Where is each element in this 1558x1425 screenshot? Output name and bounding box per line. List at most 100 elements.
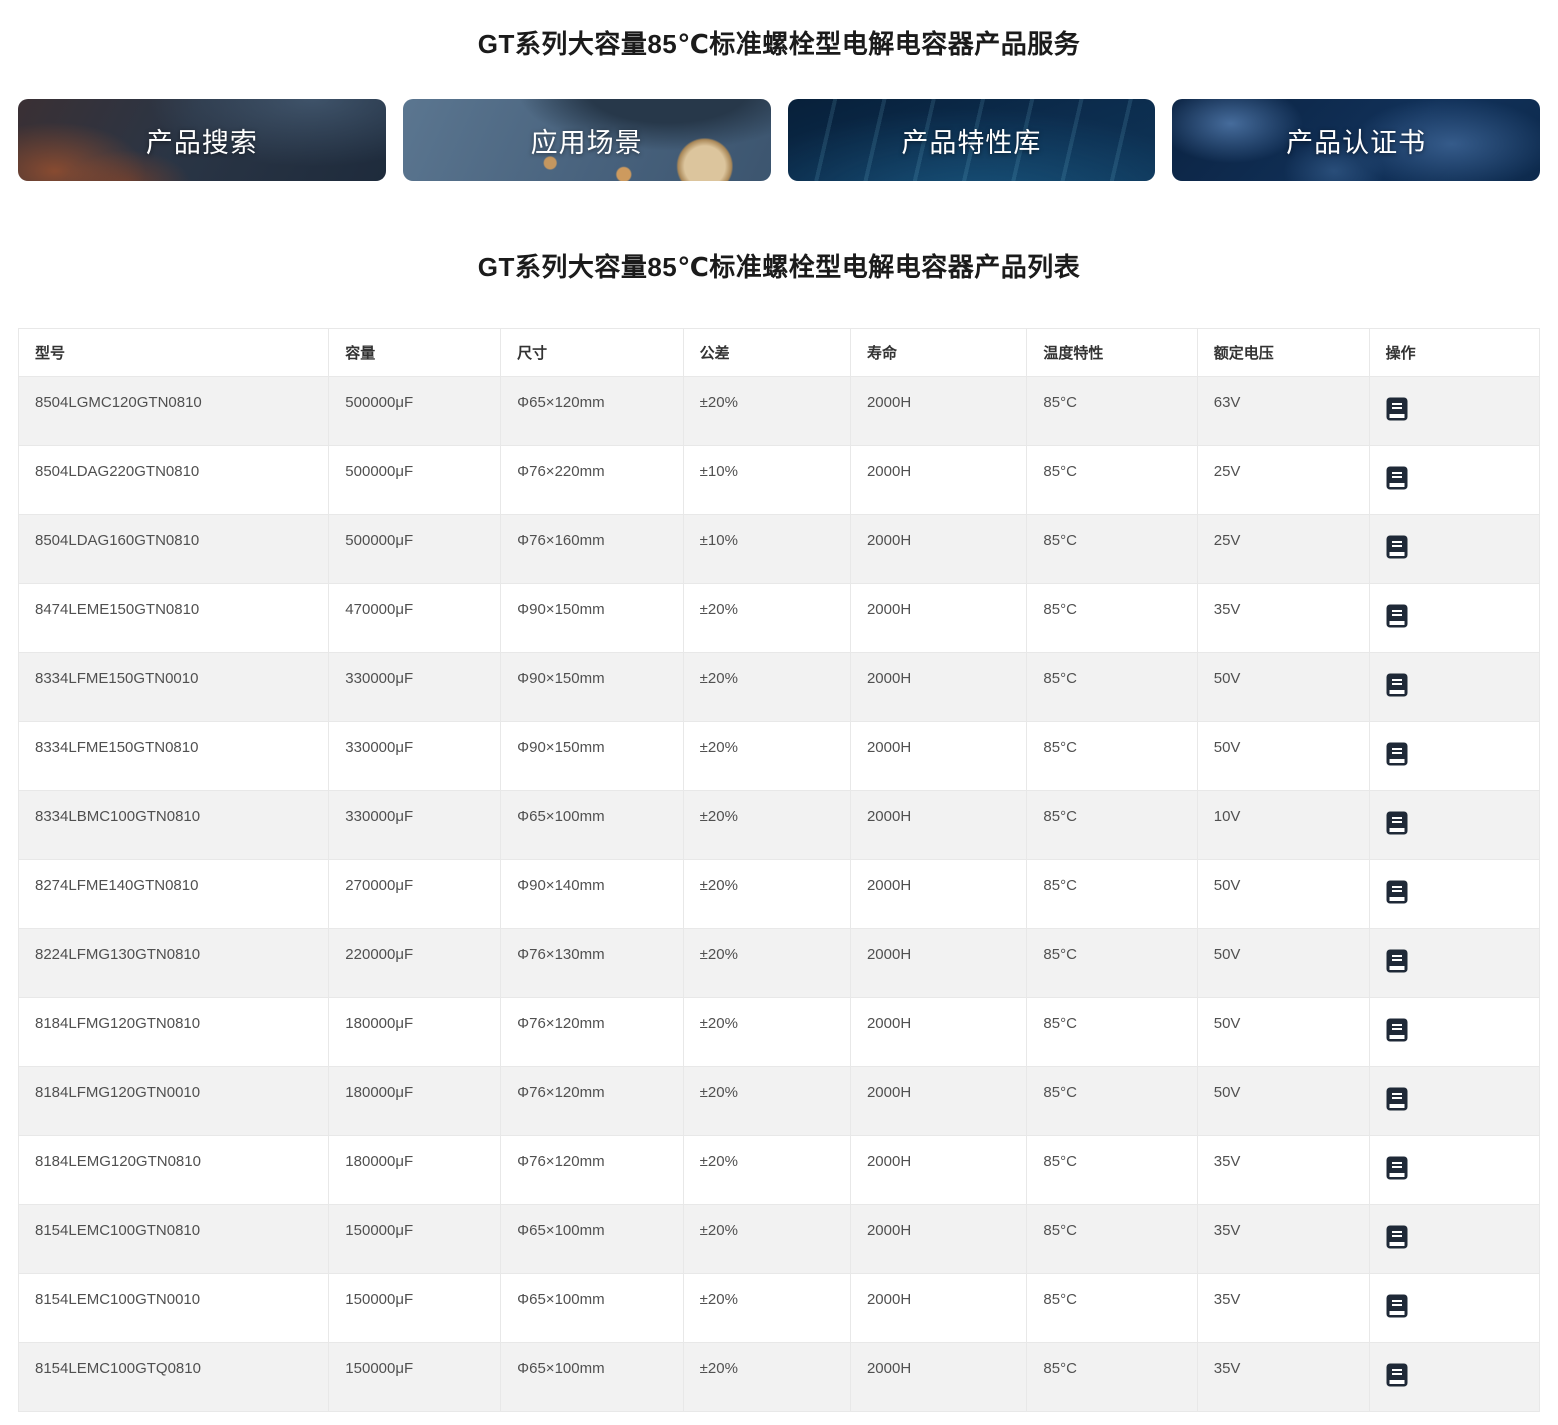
col-header-capacity: 容量 [328, 328, 502, 377]
cell-size: Φ90×150mm [500, 583, 684, 653]
cell-temp: 85°C [1026, 445, 1198, 515]
cell-actions [1368, 1204, 1541, 1274]
nav-card-product-features[interactable]: 产品特性库 [787, 99, 1156, 181]
cell-life: 2000H [849, 928, 1028, 998]
cell-temp: 85°C [1026, 376, 1198, 446]
cell-model: 8154LEMC100GTQ0810 [17, 1342, 330, 1412]
nav-cards: 产品搜索 应用场景 产品特性库 产品认证书 [18, 99, 1540, 181]
col-header-life: 寿命 [849, 328, 1028, 377]
cell-actions [1368, 1135, 1541, 1205]
cell-capacity: 180000μF [328, 1135, 502, 1205]
cell-actions [1368, 1342, 1541, 1412]
cell-capacity: 270000μF [328, 859, 502, 929]
document-icon[interactable] [1386, 1225, 1408, 1249]
cell-voltage: 35V [1196, 1204, 1370, 1274]
cell-capacity: 180000μF [328, 997, 502, 1067]
cell-tolerance: ±20% [682, 376, 851, 446]
cell-actions [1368, 928, 1541, 998]
cell-life: 2000H [849, 514, 1028, 584]
cell-tolerance: ±20% [682, 859, 851, 929]
cell-tolerance: ±20% [682, 1273, 851, 1343]
document-icon[interactable] [1386, 1087, 1408, 1111]
nav-card-product-certificates[interactable]: 产品认证书 [1172, 99, 1540, 181]
cell-life: 2000H [849, 376, 1028, 446]
col-header-temp: 温度特性 [1026, 328, 1198, 377]
cell-life: 2000H [849, 721, 1028, 791]
nav-card-label: 应用场景 [530, 127, 643, 158]
cell-actions [1368, 997, 1541, 1067]
cell-model: 8334LFME150GTN0810 [17, 721, 330, 791]
cell-voltage: 50V [1196, 859, 1370, 929]
cell-model: 8504LDAG220GTN0810 [17, 445, 330, 515]
cell-model: 8334LBMC100GTN0810 [17, 790, 330, 860]
cell-temp: 85°C [1026, 1066, 1198, 1136]
cell-life: 2000H [849, 445, 1028, 515]
document-icon[interactable] [1386, 397, 1408, 421]
cell-capacity: 150000μF [328, 1204, 502, 1274]
cell-temp: 85°C [1026, 928, 1198, 998]
nav-card-label: 产品搜索 [145, 127, 258, 158]
document-icon[interactable] [1386, 1363, 1408, 1387]
cell-temp: 85°C [1026, 997, 1198, 1067]
nav-card-application-scenarios[interactable]: 应用场景 [402, 99, 771, 181]
cell-size: Φ76×120mm [500, 1135, 684, 1205]
cell-life: 2000H [849, 652, 1028, 722]
cell-model: 8154LEMC100GTN0010 [17, 1273, 330, 1343]
page-title: GT系列大容量85℃标准螺栓型电解电容器产品服务 [477, 29, 1081, 59]
nav-card-label: 产品特性库 [901, 127, 1042, 158]
document-icon[interactable] [1386, 949, 1408, 973]
cell-size: Φ65×100mm [500, 1342, 684, 1412]
cell-actions [1368, 859, 1541, 929]
table-row: 8504LDAG160GTN0810 500000μF Φ76×160mm ±1… [17, 514, 1541, 584]
cell-life: 2000H [849, 1342, 1028, 1412]
cell-size: Φ76×120mm [500, 997, 684, 1067]
cell-model: 8474LEME150GTN0810 [17, 583, 330, 653]
document-icon[interactable] [1386, 1018, 1408, 1042]
table-row: 8184LEMG120GTN0810 180000μF Φ76×120mm ±2… [17, 1135, 1541, 1205]
cell-voltage: 35V [1196, 1342, 1370, 1412]
table-row: 8334LFME150GTN0010 330000μF Φ90×150mm ±2… [17, 652, 1541, 722]
cell-tolerance: ±20% [682, 790, 851, 860]
cell-life: 2000H [849, 859, 1028, 929]
cell-capacity: 220000μF [328, 928, 502, 998]
nav-card-product-search[interactable]: 产品搜索 [18, 99, 386, 181]
cell-size: Φ90×150mm [500, 652, 684, 722]
document-icon[interactable] [1386, 535, 1408, 559]
table-row: 8154LEMC100GTN0810 150000μF Φ65×100mm ±2… [17, 1204, 1541, 1274]
cell-temp: 85°C [1026, 1204, 1198, 1274]
cell-size: Φ76×220mm [500, 445, 684, 515]
document-icon[interactable] [1386, 466, 1408, 490]
cell-voltage: 35V [1196, 1273, 1370, 1343]
cell-model: 8224LFMG130GTN0810 [17, 928, 330, 998]
cell-size: Φ76×120mm [500, 1066, 684, 1136]
document-icon[interactable] [1386, 880, 1408, 904]
cell-temp: 85°C [1026, 652, 1198, 722]
document-icon[interactable] [1386, 811, 1408, 835]
cell-life: 2000H [849, 1204, 1028, 1274]
cell-capacity: 330000μF [328, 652, 502, 722]
document-icon[interactable] [1386, 1156, 1408, 1180]
document-icon[interactable] [1386, 1294, 1408, 1318]
document-icon[interactable] [1386, 673, 1408, 697]
cell-actions [1368, 790, 1541, 860]
cell-voltage: 35V [1196, 1135, 1370, 1205]
cell-tolerance: ±20% [682, 583, 851, 653]
cell-tolerance: ±20% [682, 1342, 851, 1412]
cell-capacity: 500000μF [328, 376, 502, 446]
cell-model: 8184LFMG120GTN0810 [17, 997, 330, 1067]
cell-life: 2000H [849, 1135, 1028, 1205]
col-header-size: 尺寸 [500, 328, 684, 377]
document-icon[interactable] [1386, 742, 1408, 766]
table-row: 8334LBMC100GTN0810 330000μF Φ65×100mm ±2… [17, 790, 1541, 860]
cell-tolerance: ±20% [682, 928, 851, 998]
cell-size: Φ65×120mm [500, 376, 684, 446]
document-icon[interactable] [1386, 604, 1408, 628]
table-row: 8154LEMC100GTQ0810 150000μF Φ65×100mm ±2… [17, 1342, 1541, 1412]
cell-capacity: 150000μF [328, 1342, 502, 1412]
cell-actions [1368, 445, 1541, 515]
cell-size: Φ76×130mm [500, 928, 684, 998]
cell-voltage: 10V [1196, 790, 1370, 860]
cell-capacity: 330000μF [328, 790, 502, 860]
cell-size: Φ90×140mm [500, 859, 684, 929]
